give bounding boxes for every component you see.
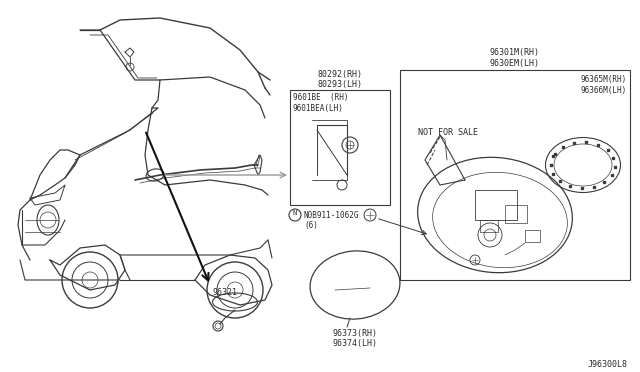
Text: 80293(LH): 80293(LH) [317, 80, 362, 89]
Text: 96301M(RH): 96301M(RH) [490, 48, 540, 57]
Bar [475, 190, 517, 220]
Text: 9630EM(LH): 9630EM(LH) [490, 59, 540, 68]
Text: 96366M(LH): 96366M(LH) [580, 86, 627, 95]
Text: 80292(RH): 80292(RH) [317, 70, 362, 79]
Bar [480, 220, 498, 232]
Text: 9601BEA(LH): 9601BEA(LH) [293, 104, 344, 113]
Text: 96321: 96321 [212, 288, 237, 297]
Text: 96365M(RH): 96365M(RH) [580, 75, 627, 84]
Text: NOT FOR SALE: NOT FOR SALE [418, 128, 478, 137]
Bar [505, 205, 527, 223]
Text: (6): (6) [304, 221, 318, 230]
Text: 96374(LH): 96374(LH) [333, 339, 378, 348]
Text: 9601BE  (RH): 9601BE (RH) [293, 93, 349, 102]
Bar [525, 230, 540, 242]
Text: N0B911-1062G: N0B911-1062G [304, 211, 360, 220]
Bar [290, 90, 390, 205]
Text: J96300L8: J96300L8 [588, 360, 628, 369]
Text: N: N [293, 210, 297, 216]
Bar [400, 70, 630, 280]
Text: 96373(RH): 96373(RH) [333, 329, 378, 338]
